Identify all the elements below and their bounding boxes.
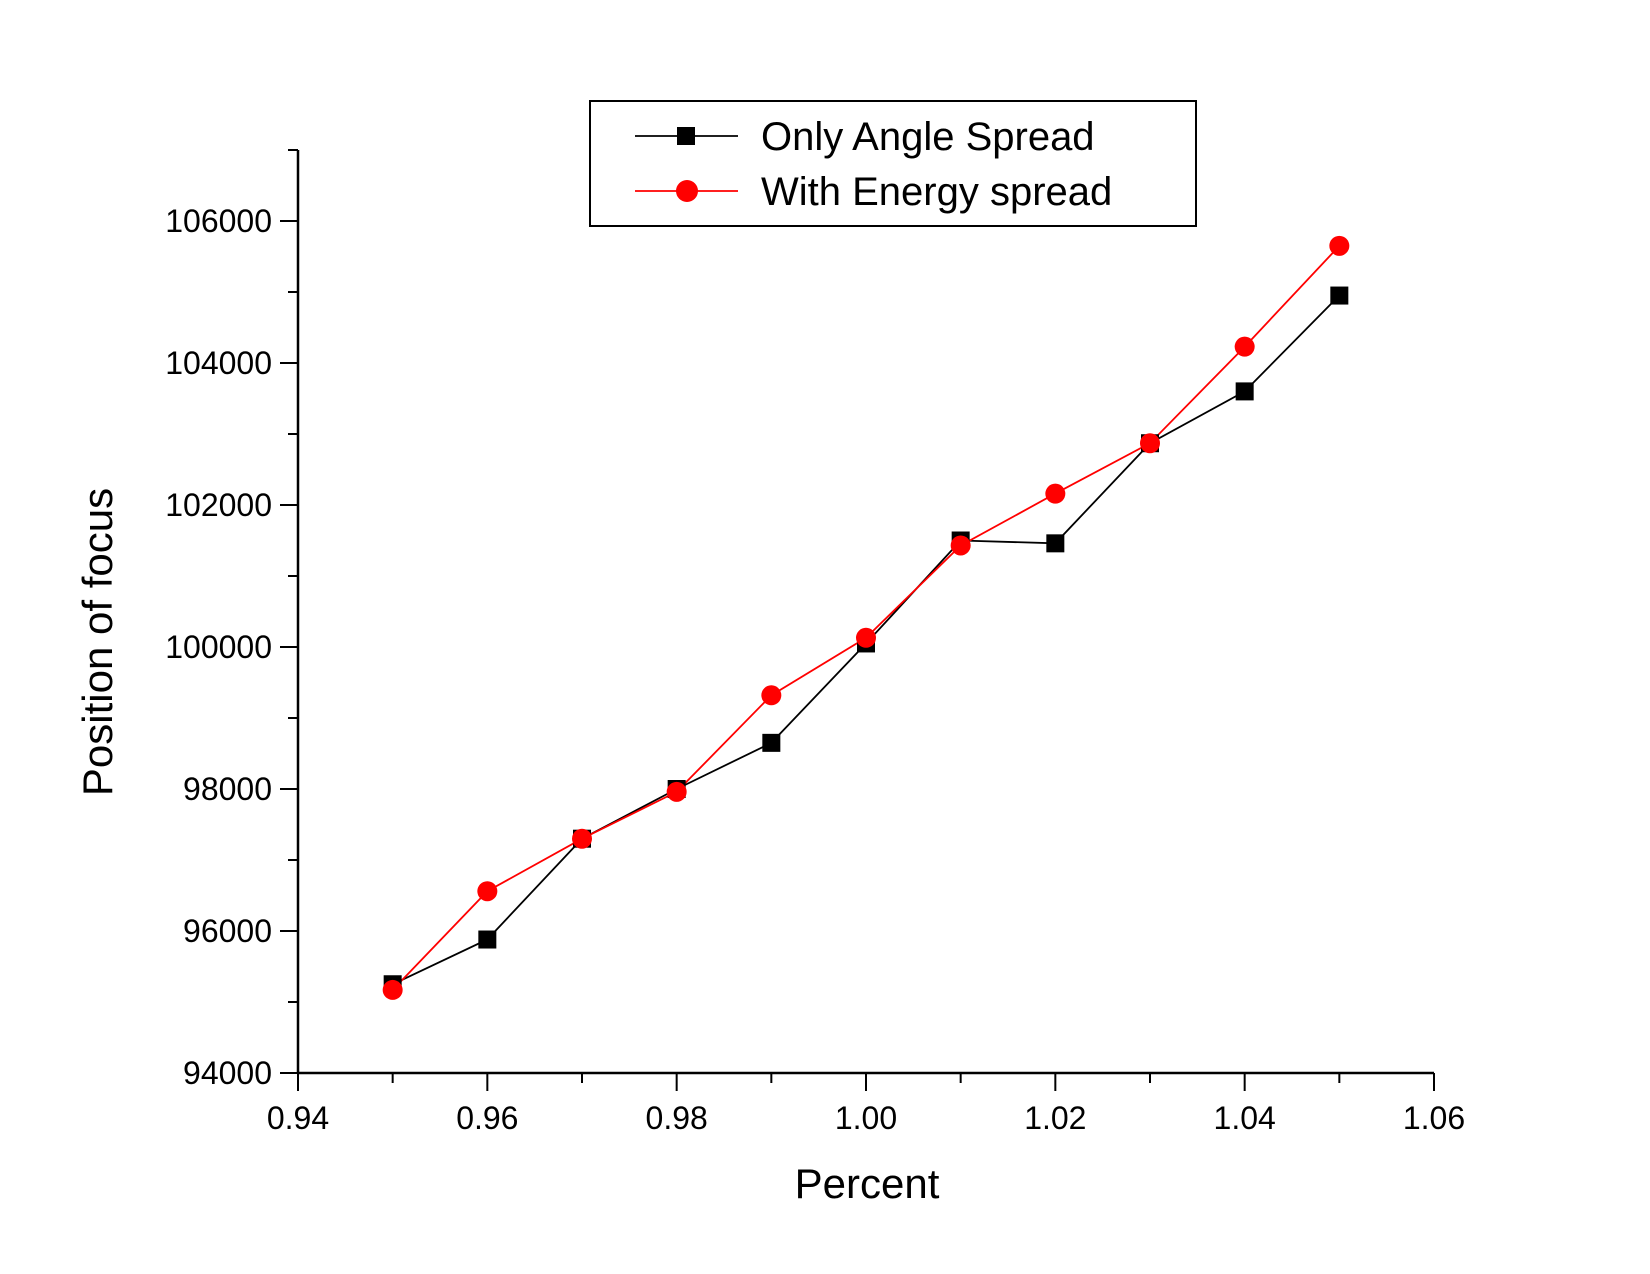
y-tick-label: 102000	[165, 487, 272, 523]
series-line-2	[392, 245, 1340, 991]
x-tick-label: 1.06	[1403, 1100, 1465, 1136]
legend-box	[589, 100, 1197, 227]
y-tick-label: 94000	[183, 1055, 272, 1091]
x-tick-label: 0.94	[267, 1100, 329, 1136]
axes	[296, 150, 1434, 1075]
x-tick-label: 0.98	[646, 1100, 708, 1136]
y-axis-title: Position of focus	[74, 488, 121, 796]
y-tick-label: 104000	[165, 345, 272, 381]
series-2-point	[1045, 483, 1066, 504]
plot-series	[382, 235, 1350, 1000]
y-tick-label: 98000	[183, 771, 272, 807]
x-tick-label: 0.96	[456, 1100, 518, 1136]
y-tick-label: 100000	[165, 629, 272, 665]
series-2-point	[666, 781, 687, 802]
y-axis-ticks: 94000 96000 98000 100000 102000 104000 106000	[165, 149, 298, 1091]
series-2-point	[382, 979, 403, 1000]
legend-marker-with-energy-spread	[676, 180, 698, 202]
legend-label-only-angle-spread: Only Angle Spread	[761, 115, 1095, 159]
legend-label-with-energy-spread: With Energy spread	[761, 170, 1112, 214]
series-1-point	[1330, 286, 1349, 305]
series-2-point	[1234, 336, 1255, 357]
y-tick-label: 96000	[183, 913, 272, 949]
series-1-point	[762, 733, 781, 752]
series-2-point	[1140, 433, 1160, 454]
series-2-point	[1329, 235, 1350, 256]
x-tick-label: 1.02	[1024, 1100, 1086, 1136]
x-tick-label: 1.04	[1214, 1100, 1276, 1136]
legend: Only Angle Spread With Energy spread	[589, 100, 1197, 227]
series-1-point	[478, 930, 497, 949]
y-tick-label: 106000	[165, 203, 272, 239]
x-tick-label: 1.00	[835, 1100, 897, 1136]
legend-marker-only-angle-spread	[677, 127, 695, 145]
series-2-point	[950, 535, 971, 556]
series-2-point	[761, 685, 782, 706]
series-2-point	[572, 828, 592, 849]
x-axis-ticks: 0.94 0.96 0.98 1.00 1.02 1.04 1.06	[267, 1073, 1465, 1136]
series-2-point	[856, 627, 876, 648]
series-1-point	[1046, 534, 1065, 553]
x-axis-title: Percent	[795, 1160, 940, 1207]
series-1-point	[1235, 382, 1254, 401]
series-2-point	[477, 881, 498, 902]
